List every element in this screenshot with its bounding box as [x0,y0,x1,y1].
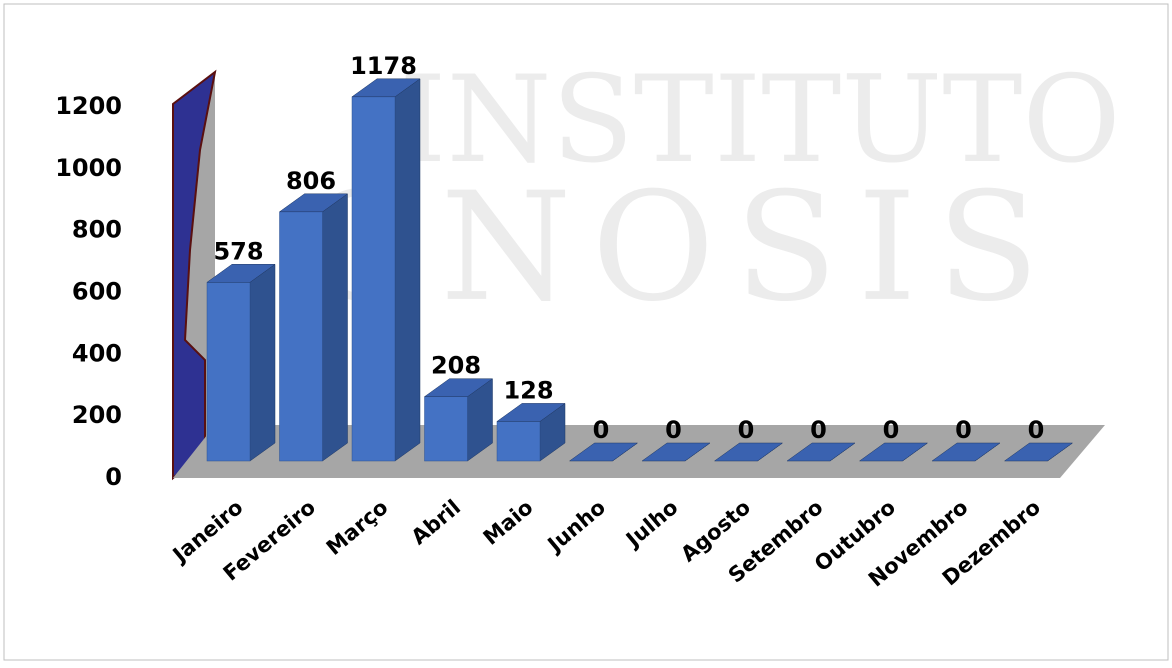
bar [496,421,541,462]
bar-top [641,442,711,462]
y-tick-label: 800 [72,216,122,244]
y-tick-label: 600 [72,278,122,306]
bar-side [394,78,421,462]
bar [279,211,323,462]
value-label: 0 [883,416,900,444]
wall-figure [172,69,217,481]
bar-side [249,263,276,462]
value-label: 208 [431,352,481,380]
bar [424,396,468,462]
watermark: INSTITUTO [399,51,1121,190]
bar-top [351,78,421,98]
bar-top [206,264,276,283]
bar [351,96,396,462]
watermark: GNOSIS [301,161,1060,335]
value-label: 128 [503,376,553,404]
y-tick-label: 1000 [55,154,122,182]
y-tick-label: 1200 [55,92,122,120]
value-label: 0 [955,416,972,444]
bar-side [322,193,348,462]
bar-top [858,442,929,462]
value-label: 1178 [350,52,417,80]
value-label: 0 [1028,416,1045,444]
bar-top [496,403,566,422]
bar-top [786,442,856,462]
value-label: 0 [665,416,682,444]
value-label: 0 [593,416,610,444]
bar-top [713,442,784,462]
value-label: 578 [213,237,263,265]
bar-top [1003,442,1074,462]
value-label: 0 [810,416,827,444]
bar-top [568,442,639,462]
bar [206,282,251,462]
bar-top [278,193,349,213]
bar-top [931,442,1001,462]
y-tick-label: 200 [72,401,122,429]
value-label: 0 [738,416,755,444]
y-tick-label: 0 [105,463,122,491]
y-tick-label: 400 [72,339,122,367]
bar-top [423,378,494,397]
value-label: 806 [286,167,336,195]
